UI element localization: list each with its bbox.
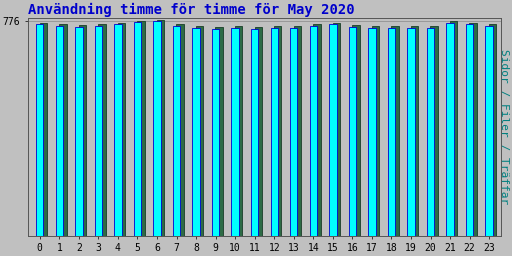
Bar <box>59 24 67 236</box>
Bar <box>391 26 399 236</box>
Bar <box>157 20 164 236</box>
Bar <box>274 26 282 236</box>
Bar <box>270 28 278 236</box>
Y-axis label: Sidor / Filer / Träffar: Sidor / Filer / Träffar <box>499 49 509 205</box>
Bar <box>212 29 219 236</box>
Bar <box>75 27 82 236</box>
Bar <box>329 25 336 236</box>
Bar <box>368 28 376 236</box>
Bar <box>411 26 418 236</box>
Bar <box>36 25 44 236</box>
Bar <box>446 23 454 236</box>
Bar <box>118 23 125 236</box>
Bar <box>485 26 493 236</box>
Bar <box>254 27 262 236</box>
Bar <box>431 26 438 236</box>
Bar <box>193 28 200 236</box>
Bar <box>235 26 242 236</box>
Bar <box>450 21 457 236</box>
Bar <box>98 24 105 236</box>
Bar <box>137 21 145 236</box>
Bar <box>173 26 180 236</box>
Bar <box>231 28 239 236</box>
Bar <box>333 23 340 236</box>
Bar <box>196 26 203 236</box>
Bar <box>470 23 477 236</box>
Bar <box>466 24 473 236</box>
Bar <box>489 24 497 236</box>
Bar <box>216 27 223 236</box>
Bar <box>293 26 301 236</box>
Bar <box>372 26 379 236</box>
Bar <box>408 28 415 236</box>
Bar <box>56 26 63 236</box>
Bar <box>427 28 434 236</box>
Bar <box>176 24 184 236</box>
Text: Användning timme för timme för May 2020: Användning timme för timme för May 2020 <box>28 3 355 17</box>
Bar <box>290 28 297 236</box>
Bar <box>134 22 141 236</box>
Bar <box>39 23 47 236</box>
Bar <box>153 21 161 236</box>
Bar <box>352 25 359 236</box>
Bar <box>388 28 395 236</box>
Bar <box>95 26 102 236</box>
Bar <box>349 27 356 236</box>
Bar <box>79 25 86 236</box>
Bar <box>313 24 321 236</box>
Bar <box>251 29 259 236</box>
Bar <box>310 26 317 236</box>
Bar <box>114 25 122 236</box>
